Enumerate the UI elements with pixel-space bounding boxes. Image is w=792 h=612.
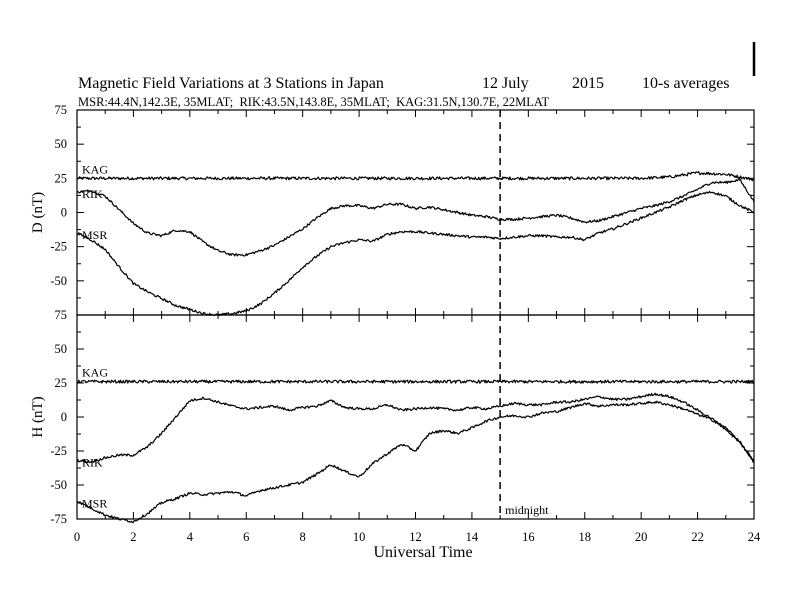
- x-tick-label: 18: [579, 530, 592, 544]
- series-kag-trace: [76, 379, 755, 384]
- y-tick-label: 0: [61, 410, 67, 424]
- x-tick-label: 22: [691, 530, 704, 544]
- midnight-label: midnight: [505, 503, 549, 517]
- x-tick-label: 10: [353, 530, 366, 544]
- series-msr-trace: [76, 400, 754, 524]
- y-tick-label: -75: [50, 512, 67, 526]
- chart-year: 2015: [572, 75, 604, 92]
- y-tick-label: 25: [55, 376, 68, 390]
- x-tick-label: 16: [522, 530, 535, 544]
- panel-frame-2: [76, 314, 755, 520]
- x-tick-label: 0: [74, 530, 80, 544]
- y-tick-label: 25: [55, 171, 68, 185]
- panel-frame-1: [76, 109, 755, 316]
- chart-averaging: 10-s averages: [642, 75, 730, 92]
- chart-title: Magnetic Field Variations at 3 Stations …: [78, 75, 384, 92]
- x-tick-label: 2: [130, 530, 136, 544]
- series-label-kag: KAG: [82, 366, 108, 380]
- y-axis-label-2: H (nT): [30, 396, 46, 437]
- y-tick-label: -25: [50, 444, 67, 458]
- y-tick-label: 50: [55, 137, 68, 151]
- y-tick-label: 0: [61, 206, 67, 220]
- series-label-rik: RIK: [82, 187, 103, 201]
- y-tick-label: 50: [55, 342, 68, 356]
- x-tick-label: 4: [187, 530, 194, 544]
- series-label-msr: MSR: [82, 496, 107, 510]
- x-tick-label: 14: [466, 530, 479, 544]
- series-rik-trace: [76, 392, 755, 464]
- y-tick-label: 75: [55, 308, 68, 322]
- y-tick-label: -50: [50, 478, 67, 492]
- x-tick-label: 12: [409, 530, 422, 544]
- series-label-rik: RIK: [82, 456, 103, 470]
- chart-date: 12 July: [482, 75, 529, 92]
- x-axis-label: Universal Time: [373, 544, 472, 561]
- x-tick-label: 8: [300, 530, 306, 544]
- chart-subtitle: MSR:44.4N,142.3E, 35MLAT; RIK:43.5N,143.…: [78, 95, 550, 109]
- series-label-msr: MSR: [82, 228, 107, 242]
- x-tick-label: 6: [243, 530, 249, 544]
- x-tick-label: 24: [748, 530, 761, 544]
- series-label-kag: KAG: [82, 162, 108, 176]
- series-msr-trace: [76, 190, 755, 317]
- series-rik-trace: [76, 178, 755, 257]
- y-axis-label-1: D (nT): [30, 192, 46, 233]
- series-kag-trace: [76, 171, 755, 182]
- x-tick-label: 20: [635, 530, 648, 544]
- y-tick-label: -25: [50, 240, 67, 254]
- y-tick-label: -50: [50, 274, 67, 288]
- plot-area: 75 50 25 0 -25 -50 D (nT) KAG RIK MSR 75 50 25 0 -25 -5…: [30, 103, 761, 544]
- y-tick-label: 75: [55, 103, 68, 117]
